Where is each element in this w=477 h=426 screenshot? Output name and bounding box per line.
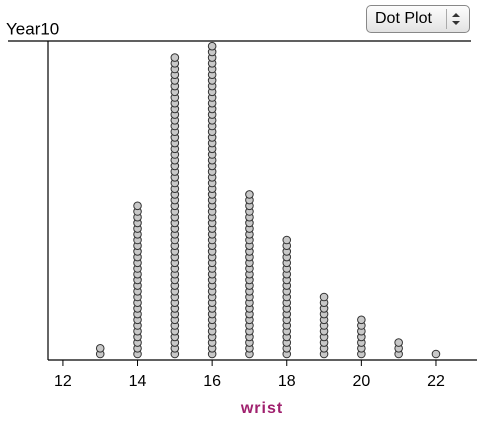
x-tick-label: 18 <box>278 373 296 390</box>
x-tick-label: 12 <box>54 373 72 390</box>
x-tick-label: 20 <box>352 373 370 390</box>
dot <box>357 315 366 325</box>
dot <box>245 190 254 199</box>
dot <box>431 349 441 359</box>
arrow-icon <box>452 13 460 25</box>
dot <box>282 235 292 245</box>
dot <box>207 41 217 51</box>
x-tick-label: 14 <box>129 373 147 390</box>
dot <box>170 53 180 62</box>
dot <box>319 292 329 302</box>
dot <box>394 338 403 347</box>
x-axis-label: wrist <box>240 400 283 417</box>
x-tick-label: 16 <box>203 373 221 390</box>
menu-arrows <box>446 9 465 29</box>
dot <box>133 201 142 211</box>
collection-name: Year10 <box>6 19 59 38</box>
plot-type-menu[interactable]: Dot Plot <box>366 5 470 33</box>
x-tick-label: 22 <box>427 373 445 390</box>
dot <box>95 344 105 353</box>
plot-type-label: Dot Plot <box>375 10 432 27</box>
